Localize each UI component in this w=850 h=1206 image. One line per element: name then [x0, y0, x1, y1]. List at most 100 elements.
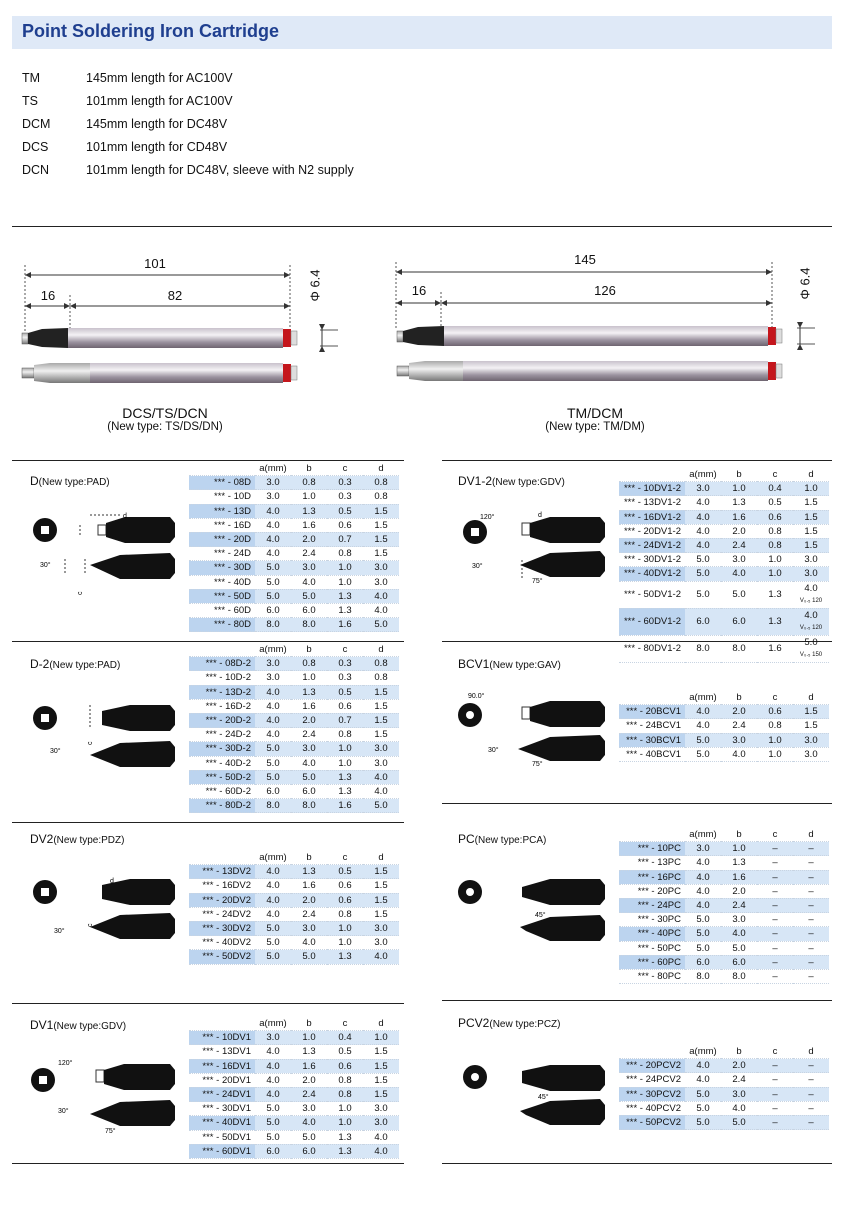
table-cell: 1.0 — [793, 481, 829, 496]
table-cell: 0.8 — [768, 720, 782, 732]
table-row: *** - 80D-2 8.0 8.0 1.6 5.0 — [189, 798, 399, 813]
table-cell: – — [808, 942, 814, 954]
table-row: *** - 40BCV1 5.0 4.0 1.0 3.0 — [619, 747, 829, 762]
tip-diagram-dv1-2: 120° d 30° 75° — [463, 512, 605, 585]
table-cell: 4.0 — [374, 1131, 388, 1143]
table-cell: 4.0 — [266, 1074, 280, 1086]
spec-table-pc: a(mm) b c d *** - 10PC 3.0 1.0– – *** - 13PC 4.0 1… — [619, 828, 829, 984]
table-cell: 1.5 — [363, 713, 399, 728]
tip-diagram-dv2: d 30° c — [33, 878, 175, 939]
column-header: a(mm) — [259, 644, 287, 656]
table-cell: 5.0 — [696, 1102, 710, 1114]
table-cell: 4.0 — [266, 548, 280, 560]
part-number: *** - 50DV1-2 — [623, 589, 681, 600]
table-row: *** - 24BCV1 4.0 2.4 0.8 1.5 — [619, 719, 829, 734]
section-title-d-2: D-2(New type:PAD) — [30, 657, 121, 671]
section-title-dv1-2: DV1-2(New type:GDV) — [458, 474, 565, 488]
table-row: *** - 13D-2 4.0 1.3 0.5 1.5 — [189, 685, 399, 700]
table-cell: 2.0 — [291, 532, 327, 547]
table-cell: – — [772, 942, 778, 954]
table-cell: 1.0 — [721, 841, 757, 856]
table-cell: 4.0 — [266, 519, 280, 531]
table-cell: 5.0 — [266, 1103, 280, 1115]
table-cell: 4.0 — [255, 713, 291, 728]
table-row: *** - 20DV2 4.0 2.0 0.6 1.5 — [189, 893, 399, 908]
table-cell: 4.0 — [302, 937, 316, 949]
table-cell: 4.0 — [266, 700, 280, 712]
type-desc: 101mm length for CD48V — [86, 139, 228, 154]
table-cell: 6.0 — [291, 1144, 327, 1159]
table-cell: 3.0 — [732, 554, 746, 566]
type-list: TM 145mm length for AC100V TS 101mm length… — [22, 66, 354, 181]
table-cell: 0.3 — [327, 656, 363, 671]
caption-newtype: (New type: TM/DM) — [545, 421, 645, 433]
part-number: *** - 13DV2 — [189, 864, 255, 879]
table-cell: – — [772, 1074, 778, 1086]
table-cell: – — [793, 1058, 829, 1073]
table-cell: – — [772, 857, 778, 869]
caption-name: DCS/TS/DCN — [122, 405, 208, 421]
svg-text:30°: 30° — [50, 747, 61, 755]
table-cell: 5.0 — [266, 576, 280, 588]
table-cell: 0.8 — [374, 491, 388, 503]
caption-newtype: (New type: TS/DS/DN) — [107, 421, 223, 433]
svg-text:45°: 45° — [535, 911, 546, 919]
spec-table-d: a(mm) b c d *** - 08D 3.0 0.8 0.3 0.8 *** - 10D 3.… — [189, 462, 399, 632]
table-cell: 8.0 — [291, 617, 327, 632]
table-cell: 4.0 — [363, 589, 399, 604]
table-cell: 6.0 — [721, 608, 757, 635]
table-row: *** - 24D 4.0 2.4 0.8 1.5 — [189, 547, 399, 561]
table-cell: 1.6 — [327, 798, 363, 813]
tip-diagram-d-2: 30° c — [33, 705, 175, 767]
part-number: *** - 40D — [214, 576, 251, 588]
tip-diagram-bcv1: 90.0° 30° 75° — [458, 692, 605, 768]
spec-table-dv2: a(mm) b c d *** - 13DV2 4.0 1.3 0.5 1.5 *** - 16D… — [189, 851, 399, 965]
table-cell: 4.0 — [363, 770, 399, 785]
part-number: *** - 50D-2 — [189, 770, 255, 785]
table-cell: 3.0 — [721, 733, 757, 748]
table-cell: 5.0 — [732, 942, 746, 954]
table-row: *** - 16D-2 4.0 1.6 0.6 1.5 — [189, 699, 399, 714]
table-row: *** - 60DV1-2 6.0 6.0 1.3 4.0 V₀.₅ 120 — [619, 608, 829, 635]
table-cell: 3.0 — [804, 554, 818, 566]
table-cell: – — [808, 885, 814, 897]
table-cell: 1.5 — [793, 704, 829, 719]
table-cell: 3.0 — [374, 1103, 388, 1115]
column-header: c — [342, 463, 348, 475]
table-cell: 0.8 — [374, 672, 388, 684]
svg-text:30°: 30° — [40, 561, 51, 569]
table-cell: 4.0 — [374, 785, 388, 797]
table-cell: 1.6 — [721, 510, 757, 525]
table-cell: 1.3 — [291, 864, 327, 879]
table-cell: 1.0 — [327, 1115, 363, 1130]
part-number: *** - 50D — [189, 589, 255, 604]
table-row: *** - 30D 5.0 3.0 1.0 3.0 — [189, 560, 399, 575]
table-row: *** - 30DV1-2 5.0 3.0 1.0 3.0 — [619, 553, 829, 567]
table-cell: 5.0 — [255, 949, 291, 964]
table-row: *** - 20D 4.0 2.0 0.7 1.5 — [189, 532, 399, 547]
table-cell: 3.0 — [804, 748, 818, 760]
part-number: *** - 30D — [189, 560, 255, 575]
table-cell: – — [808, 857, 814, 869]
table-cell: 1.5 — [363, 532, 399, 547]
cartridge-drawings — [21, 262, 815, 383]
column-header: d — [808, 469, 814, 481]
table-cell: – — [793, 1115, 829, 1130]
type-row: TM 145mm length for AC100V — [22, 66, 354, 89]
part-number: *** - 50PCV2 — [619, 1115, 685, 1130]
table-cell: 6.0 — [685, 955, 721, 970]
table-cell: 1.0 — [327, 560, 363, 575]
svg-text:75°: 75° — [532, 760, 543, 768]
table-cell: 4.0 — [374, 604, 388, 616]
part-number: *** - 20DV1-2 — [623, 525, 681, 537]
part-number: *** - 80DV1-2 — [623, 643, 681, 654]
table-cell: 5.0 — [685, 566, 721, 581]
caption-right: TM/DCM (New type: TM/DM) — [490, 405, 700, 433]
part-number: *** - 16D — [214, 519, 251, 531]
table-cell: – — [772, 885, 778, 897]
table-cell: 4.0 — [266, 880, 280, 892]
table-cell: 4.0 — [696, 1074, 710, 1086]
table-cell: 4.0 — [302, 757, 316, 769]
table-cell: – — [757, 955, 793, 970]
table-cell: 8.0 — [255, 617, 291, 632]
